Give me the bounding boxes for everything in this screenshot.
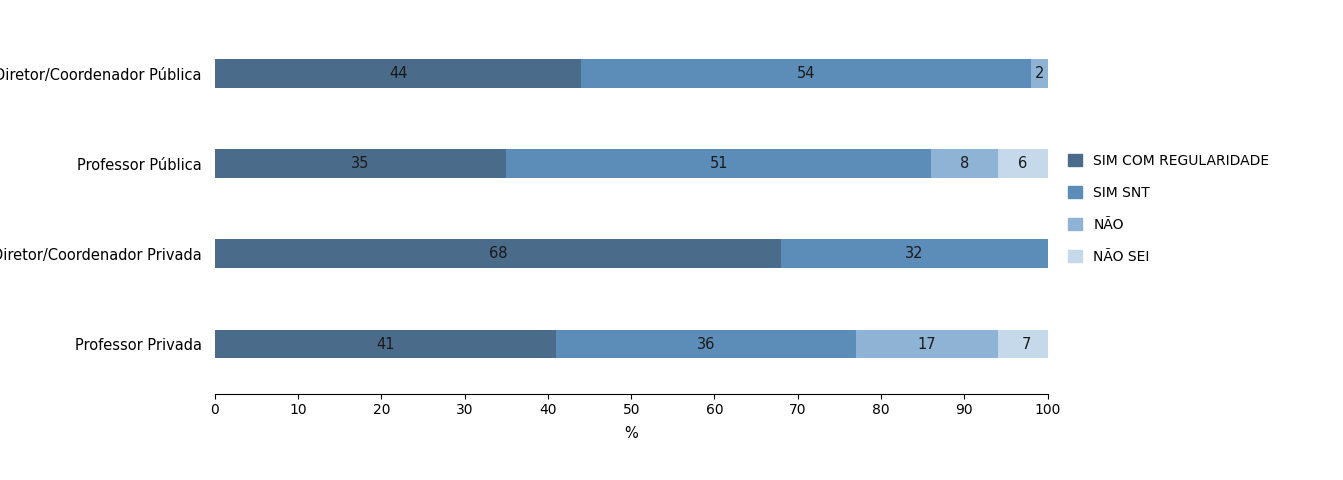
Bar [215, 240, 782, 268]
X-axis label: %: % [624, 426, 638, 441]
Text: 8: 8 [960, 156, 968, 171]
Bar [782, 240, 1048, 268]
Text: 36: 36 [697, 336, 716, 351]
Text: 32: 32 [905, 246, 924, 262]
Bar [215, 149, 506, 178]
Text: 2: 2 [1034, 66, 1044, 81]
Text: 17: 17 [917, 336, 936, 351]
Bar [998, 330, 1056, 359]
Text: 35: 35 [352, 156, 369, 171]
Bar [556, 330, 855, 359]
Text: 51: 51 [709, 156, 728, 171]
Text: 7: 7 [1022, 336, 1031, 351]
Bar [582, 59, 1031, 88]
Text: 54: 54 [796, 66, 815, 81]
Bar [215, 59, 582, 88]
Bar [931, 149, 998, 178]
Text: 44: 44 [389, 66, 407, 81]
Bar [506, 149, 931, 178]
Bar [215, 330, 556, 359]
Bar [998, 149, 1048, 178]
Text: 41: 41 [376, 336, 395, 351]
Text: 6: 6 [1018, 156, 1027, 171]
Bar [855, 330, 998, 359]
Bar [1031, 59, 1048, 88]
Legend: SIM COM REGULARIDADE, SIM SNT, NÃO, NÃO SEI: SIM COM REGULARIDADE, SIM SNT, NÃO, NÃO … [1062, 148, 1275, 269]
Text: 68: 68 [489, 246, 508, 262]
